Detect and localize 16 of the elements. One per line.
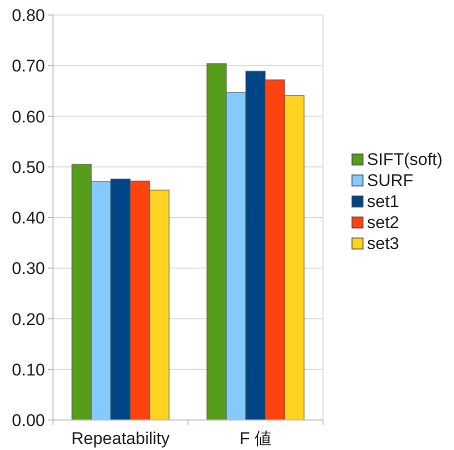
y-tick-label: 0.10 [12,360,45,380]
y-tick-label: 0.60 [12,107,45,126]
legend-label: set1 [367,192,400,211]
legend-label: SIFT(soft) [367,150,443,169]
x-tick-label: Repeatability [71,429,170,448]
y-tick-label: 0.70 [12,56,45,76]
y-tick-label: 0.20 [12,310,45,329]
legend-label: SURF [367,171,414,190]
legend-label: set3 [367,234,400,253]
y-tick-label: 0.00 [12,411,45,430]
y-tick-label: 0.40 [12,208,45,228]
y-tick-label: 0.50 [12,158,45,177]
legend-label: set2 [367,213,400,232]
y-tick-label: 0.30 [12,259,45,278]
x-tick-label: F 値 [239,429,272,448]
y-tick-label: 0.80 [12,6,45,25]
